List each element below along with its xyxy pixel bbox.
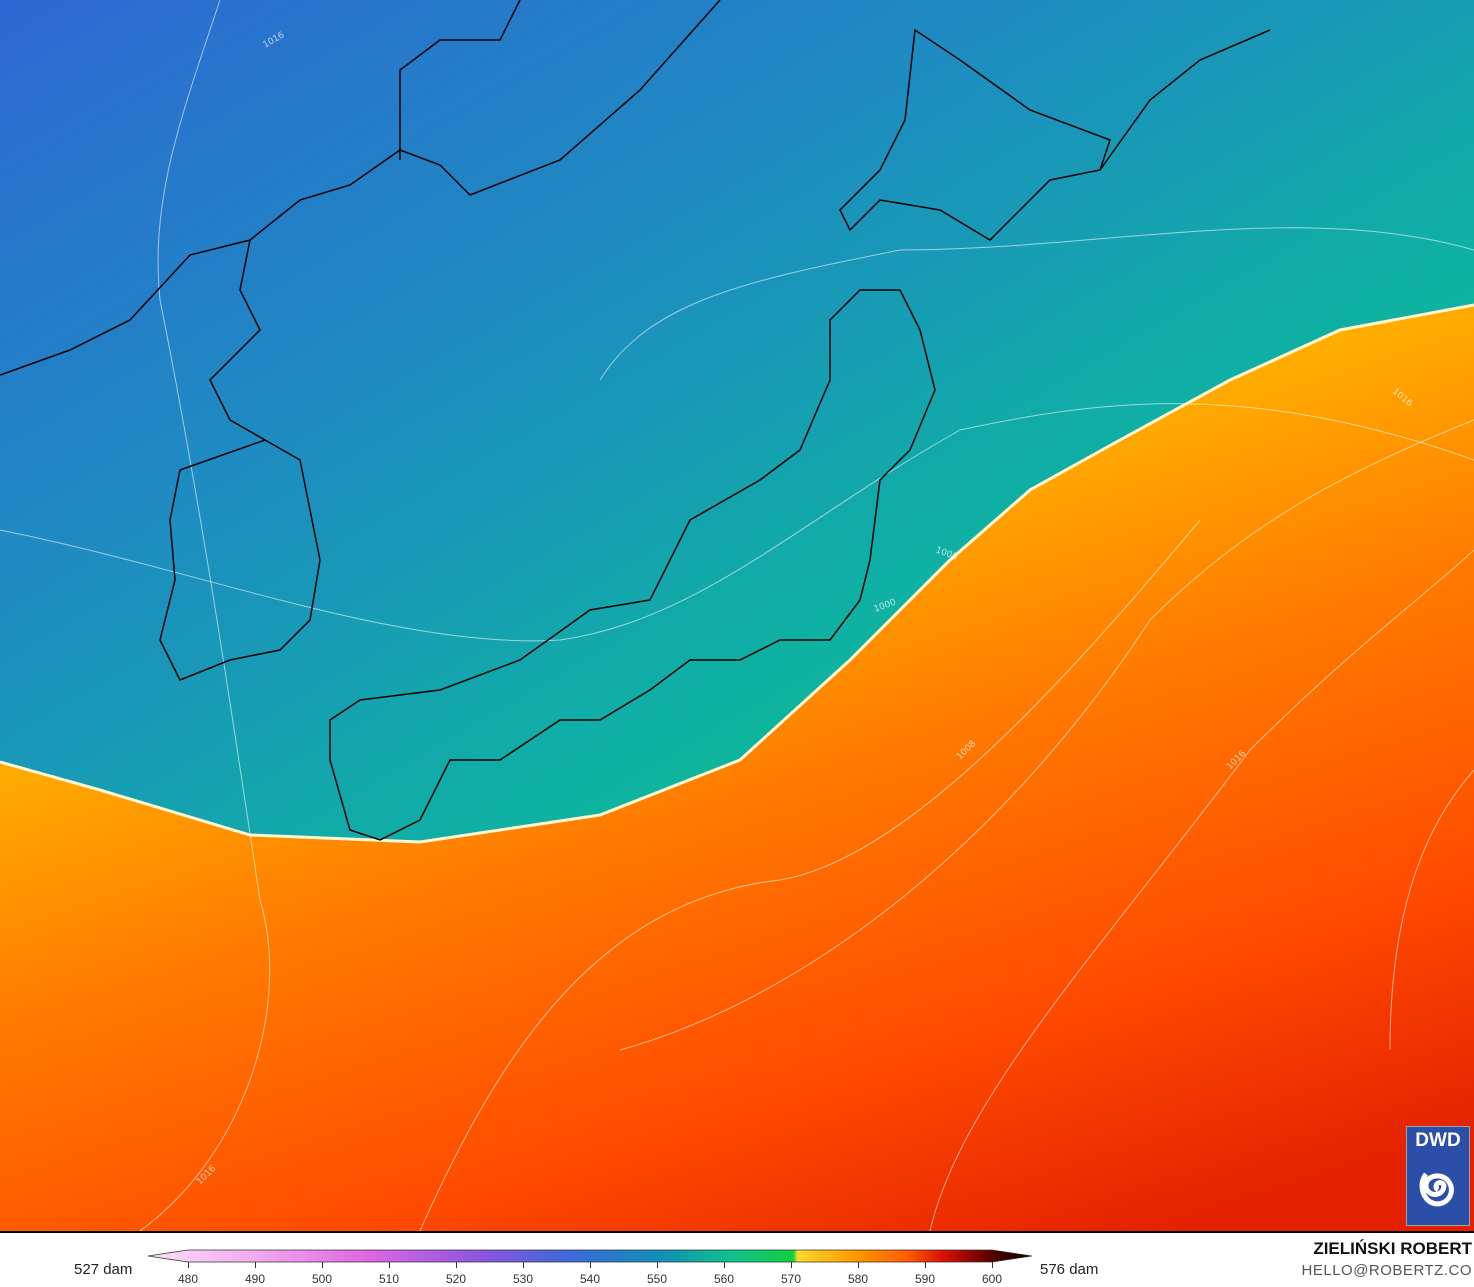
colorbar-tick-mark — [523, 1262, 524, 1268]
colorbar-tick-label: 540 — [579, 1272, 601, 1286]
colorbar-tick-label: 530 — [512, 1272, 534, 1286]
colorbar-tick-label: 500 — [311, 1272, 333, 1286]
dwd-logo: DWD — [1406, 1126, 1470, 1226]
min-value-label: 527 dam — [74, 1261, 133, 1278]
colorbar-tick-label: 490 — [244, 1272, 266, 1286]
colorbar-tick-mark — [322, 1262, 323, 1268]
colorbar-tick-label: 480 — [177, 1272, 199, 1286]
colorbar-tick-mark — [925, 1262, 926, 1268]
colorbar-tick-mark — [724, 1262, 725, 1268]
coastlines — [0, 0, 1271, 841]
colorbar-tick-mark — [590, 1262, 591, 1268]
colorbar-tick-label: 510 — [378, 1272, 400, 1286]
colorbar-tick-label: 570 — [780, 1272, 802, 1286]
author-email: HELLO@ROBERTZ.CO — [1301, 1262, 1472, 1279]
colorbar-tick-label: 600 — [981, 1272, 1003, 1286]
colorbar-tick-label: 550 — [646, 1272, 668, 1286]
logo-text: DWD — [1415, 1130, 1461, 1151]
colorbar-tick-mark — [992, 1262, 993, 1268]
colorbar-tick-mark — [255, 1262, 256, 1268]
spiral-icon — [1419, 1172, 1454, 1207]
colorbar — [147, 1249, 1033, 1263]
colorbar-tick-mark — [858, 1262, 859, 1268]
colorbar-tick-mark — [188, 1262, 189, 1268]
warm-airmass — [0, 305, 1474, 1231]
colorbar-tick-mark — [791, 1262, 792, 1268]
colorbar-tick-label: 520 — [445, 1272, 467, 1286]
colorbar-tick-label: 560 — [713, 1272, 735, 1286]
isobars — [0, 0, 1474, 1231]
colorbar-tick-mark — [456, 1262, 457, 1268]
colorbar-tick-mark — [389, 1262, 390, 1268]
colorbar-tick-label: 590 — [914, 1272, 936, 1286]
colorbar-tick-label: 580 — [847, 1272, 869, 1286]
max-value-label: 576 dam — [1040, 1261, 1099, 1278]
geopotential-map: 1016 1016 1008 1000 1000 1016 1016 — [0, 0, 1474, 1233]
colorbar-tick-mark — [657, 1262, 658, 1268]
author-credit: ZIELIŃSKI ROBERT — [1313, 1239, 1472, 1258]
